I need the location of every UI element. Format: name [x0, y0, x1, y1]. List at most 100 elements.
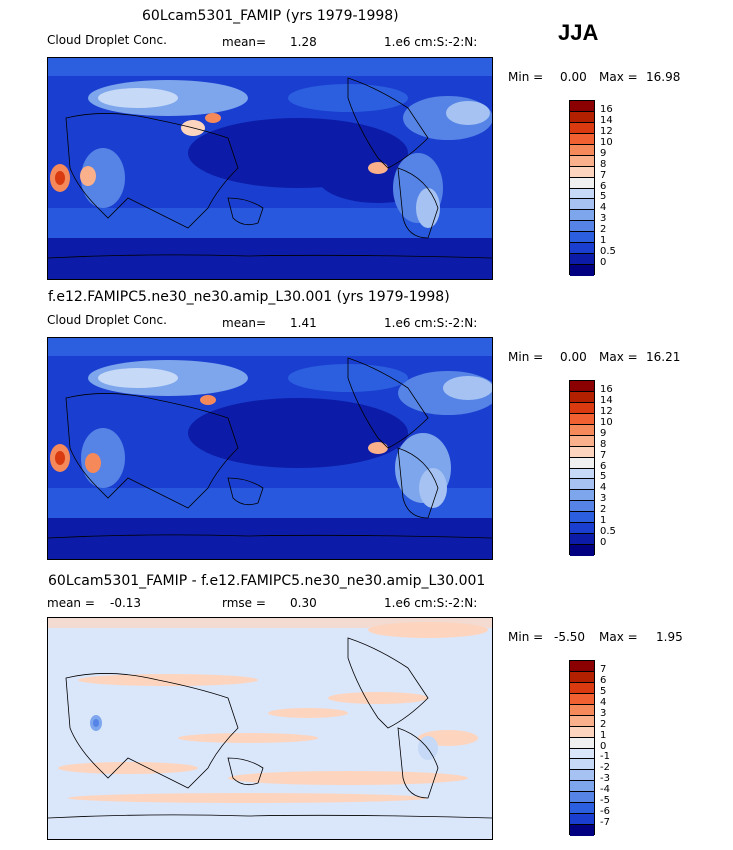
panel-2-mean-label: mean=: [222, 316, 267, 330]
colorbar-level-label: 4: [600, 482, 607, 494]
colorbar-level-label: 3: [600, 493, 607, 505]
colorbar-level-label: 8: [600, 158, 607, 170]
panel-1-mean-value: 1.28: [290, 35, 317, 49]
panel-3-mean-label: mean =: [47, 596, 95, 610]
panel-1-title: 60Lcam5301_FAMIP (yrs 1979-1998): [142, 8, 399, 24]
colorbar-swatch: [570, 155, 594, 167]
colorbar-level-label: 10: [600, 136, 613, 148]
colorbar-swatch: [570, 781, 594, 793]
colorbar-swatch: [570, 166, 594, 178]
colorbar-swatch: [570, 101, 594, 112]
colorbar-swatch: [570, 523, 594, 535]
panel-2-colorbar: [569, 380, 595, 556]
colorbar-level-label: 3: [600, 213, 607, 225]
colorbar-level-label: -5: [600, 795, 610, 807]
colorbar-swatch: [570, 243, 594, 255]
colorbar-level-label: 8: [600, 438, 607, 450]
panel-3-min-label: Min =: [508, 630, 544, 644]
panel-3-min-value: -5.50: [554, 630, 586, 644]
colorbar-swatch: [570, 424, 594, 436]
panel-1-units: 1.e6 cm:S:-2:N:: [384, 35, 478, 49]
colorbar-level-label: 16: [600, 103, 613, 115]
colorbar-level-label: -2: [600, 762, 610, 774]
panel-3-mean-value: -0.13: [110, 596, 142, 610]
panel-3-rmse-label: rmse =: [222, 596, 266, 610]
colorbar-level-label: 0.5: [600, 246, 616, 258]
colorbar-swatch: [570, 144, 594, 156]
panel-2-map: [47, 337, 493, 560]
colorbar-level-label: 6: [600, 674, 607, 686]
colorbar-swatch: [570, 265, 594, 276]
colorbar-level-label: 12: [600, 125, 613, 137]
panel-3-rmse-value: 0.30: [290, 596, 317, 610]
colorbar-level-label: 0: [600, 537, 607, 549]
colorbar-level-label: 7: [600, 449, 607, 461]
panel-2-max-value: 16.21: [646, 350, 681, 364]
panel-1-map: [47, 57, 493, 280]
season-label: JJA: [558, 20, 599, 45]
panel-3-max-label: Max =: [599, 630, 638, 644]
colorbar-swatch: [570, 682, 594, 694]
colorbar-swatch: [570, 490, 594, 502]
colorbar-level-label: 14: [600, 114, 613, 126]
colorbar-level-label: 2: [600, 224, 607, 236]
colorbar-level-label: 12: [600, 405, 613, 417]
colorbar-swatch: [570, 111, 594, 123]
colorbar-level-label: 0.5: [600, 526, 616, 538]
colorbar-level-label: 10: [600, 416, 613, 428]
colorbar-level-label: 6: [600, 460, 607, 472]
colorbar-level-label: 5: [600, 471, 607, 483]
colorbar-swatch: [570, 210, 594, 222]
colorbar-swatch: [570, 534, 594, 546]
colorbar-level-label: 2: [600, 718, 607, 730]
panel-2-title: f.e12.FAMIPC5.ne30_ne30.amip_L30.001 (yr…: [48, 289, 450, 305]
colorbar-level-label: -1: [600, 751, 610, 763]
colorbar-level-label: -7: [600, 817, 610, 829]
colorbar-swatch: [570, 814, 594, 826]
panel-3-title: 60Lcam5301_FAMIP - f.e12.FAMIPC5.ne30_ne…: [48, 573, 486, 589]
colorbar-level-label: 4: [600, 696, 607, 708]
colorbar-swatch: [570, 391, 594, 403]
colorbar-level-label: 5: [600, 191, 607, 203]
colorbar-level-label: 1: [600, 235, 607, 247]
colorbar-swatch: [570, 254, 594, 266]
colorbar-swatch: [570, 188, 594, 200]
panel-2-units: 1.e6 cm:S:-2:N:: [384, 316, 478, 330]
panel-2-max-label: Max =: [599, 350, 638, 364]
colorbar-swatch: [570, 759, 594, 771]
panel-3-max-value: 1.95: [656, 630, 683, 644]
panel-3-map: [47, 617, 493, 840]
panel-1-max-label: Max =: [599, 70, 638, 84]
panel-1-min-value: 0.00: [560, 70, 587, 84]
panel-1-min-label: Min =: [508, 70, 544, 84]
colorbar-level-label: 4: [600, 202, 607, 214]
colorbar-level-label: -6: [600, 806, 610, 818]
colorbar-level-label: 3: [600, 707, 607, 719]
colorbar-level-label: 7: [600, 169, 607, 181]
colorbar-swatch: [570, 545, 594, 556]
colorbar-level-label: 9: [600, 427, 607, 439]
colorbar-swatch: [570, 413, 594, 425]
colorbar-level-label: 2: [600, 504, 607, 516]
colorbar-swatch: [570, 770, 594, 782]
panel-2-min-value: 0.00: [560, 350, 587, 364]
colorbar-swatch: [570, 177, 594, 189]
colorbar-swatch: [570, 693, 594, 705]
panel-1-max-value: 16.98: [646, 70, 681, 84]
colorbar-level-label: 0: [600, 740, 607, 752]
colorbar-level-label: 7: [600, 663, 607, 675]
colorbar-swatch: [570, 512, 594, 524]
colorbar-level-label: 5: [600, 685, 607, 697]
colorbar-swatch: [570, 435, 594, 447]
panel-1-mean-label: mean=: [222, 35, 267, 49]
colorbar-swatch: [570, 199, 594, 211]
colorbar-swatch: [570, 748, 594, 760]
colorbar-swatch: [570, 221, 594, 233]
panel-2-variable: Cloud Droplet Conc.: [47, 313, 167, 327]
panel-3-colorbar: [569, 660, 595, 836]
panel-1-colorbar: [569, 100, 595, 276]
colorbar-swatch: [570, 381, 594, 392]
colorbar-swatch: [570, 661, 594, 672]
colorbar-swatch: [570, 402, 594, 414]
panel-2-min-label: Min =: [508, 350, 544, 364]
